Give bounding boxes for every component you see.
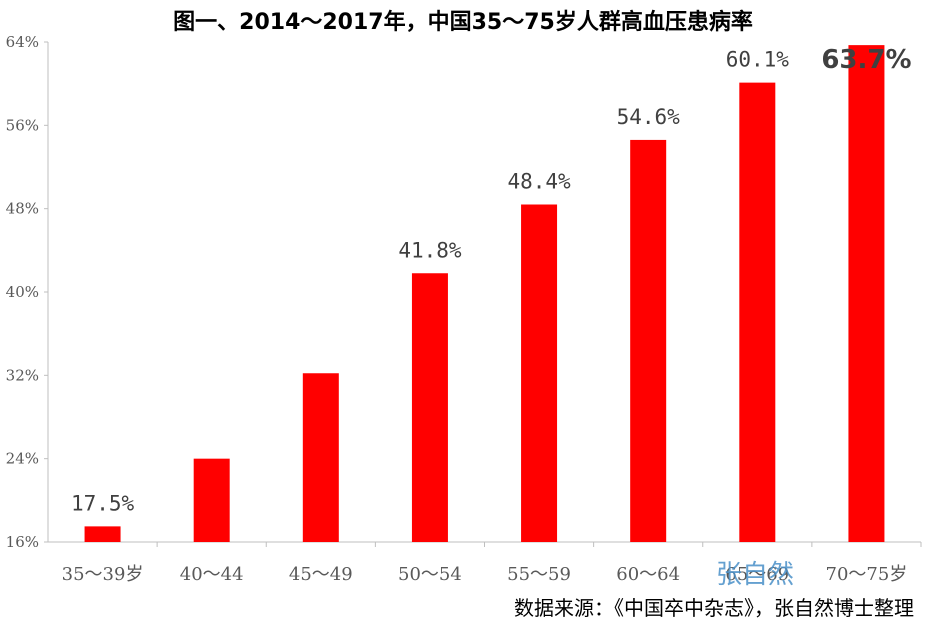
bar (521, 204, 558, 542)
data-label-highlight: 63.7% (821, 45, 911, 75)
chart-title: 图一、2014～2017年，中国35～75岁人群高血压患病率 (173, 10, 753, 35)
data-label: 17.5% (71, 491, 135, 515)
y-tick-label: 16% (6, 533, 39, 551)
watermark-text: 张自然 (716, 560, 795, 590)
x-tick-label: 55～59 (507, 564, 571, 585)
x-tick-label: 65～69 (725, 564, 789, 585)
y-tick-label: 24% (6, 450, 39, 468)
y-tick-label: 40% (6, 283, 39, 301)
x-tick-label: 45～49 (289, 564, 353, 585)
y-tick-label: 48% (6, 200, 39, 218)
x-tick-label: 70～75岁 (826, 564, 908, 585)
data-label: 48.4% (507, 170, 571, 194)
y-tick-label: 64% (6, 33, 39, 51)
bar (848, 45, 885, 542)
data-label: 54.6% (617, 105, 681, 129)
source-note: 数据来源：《中国卒中杂志》，张自然博士整理 (514, 596, 914, 620)
x-tick-label: 60～64 (616, 564, 680, 585)
bar (411, 273, 448, 542)
x-tick-label: 50～54 (398, 564, 462, 585)
bar (630, 139, 667, 542)
bar (302, 373, 339, 542)
x-tick-label: 35～39岁 (62, 564, 144, 585)
x-tick-label: 40～44 (180, 564, 244, 585)
data-label: 41.8% (398, 238, 462, 262)
bar (739, 82, 776, 542)
y-tick-label: 56% (6, 116, 39, 134)
bar (84, 526, 121, 542)
data-label: 60.1% (726, 48, 790, 72)
bar (193, 458, 230, 542)
y-tick-label: 32% (6, 366, 39, 384)
